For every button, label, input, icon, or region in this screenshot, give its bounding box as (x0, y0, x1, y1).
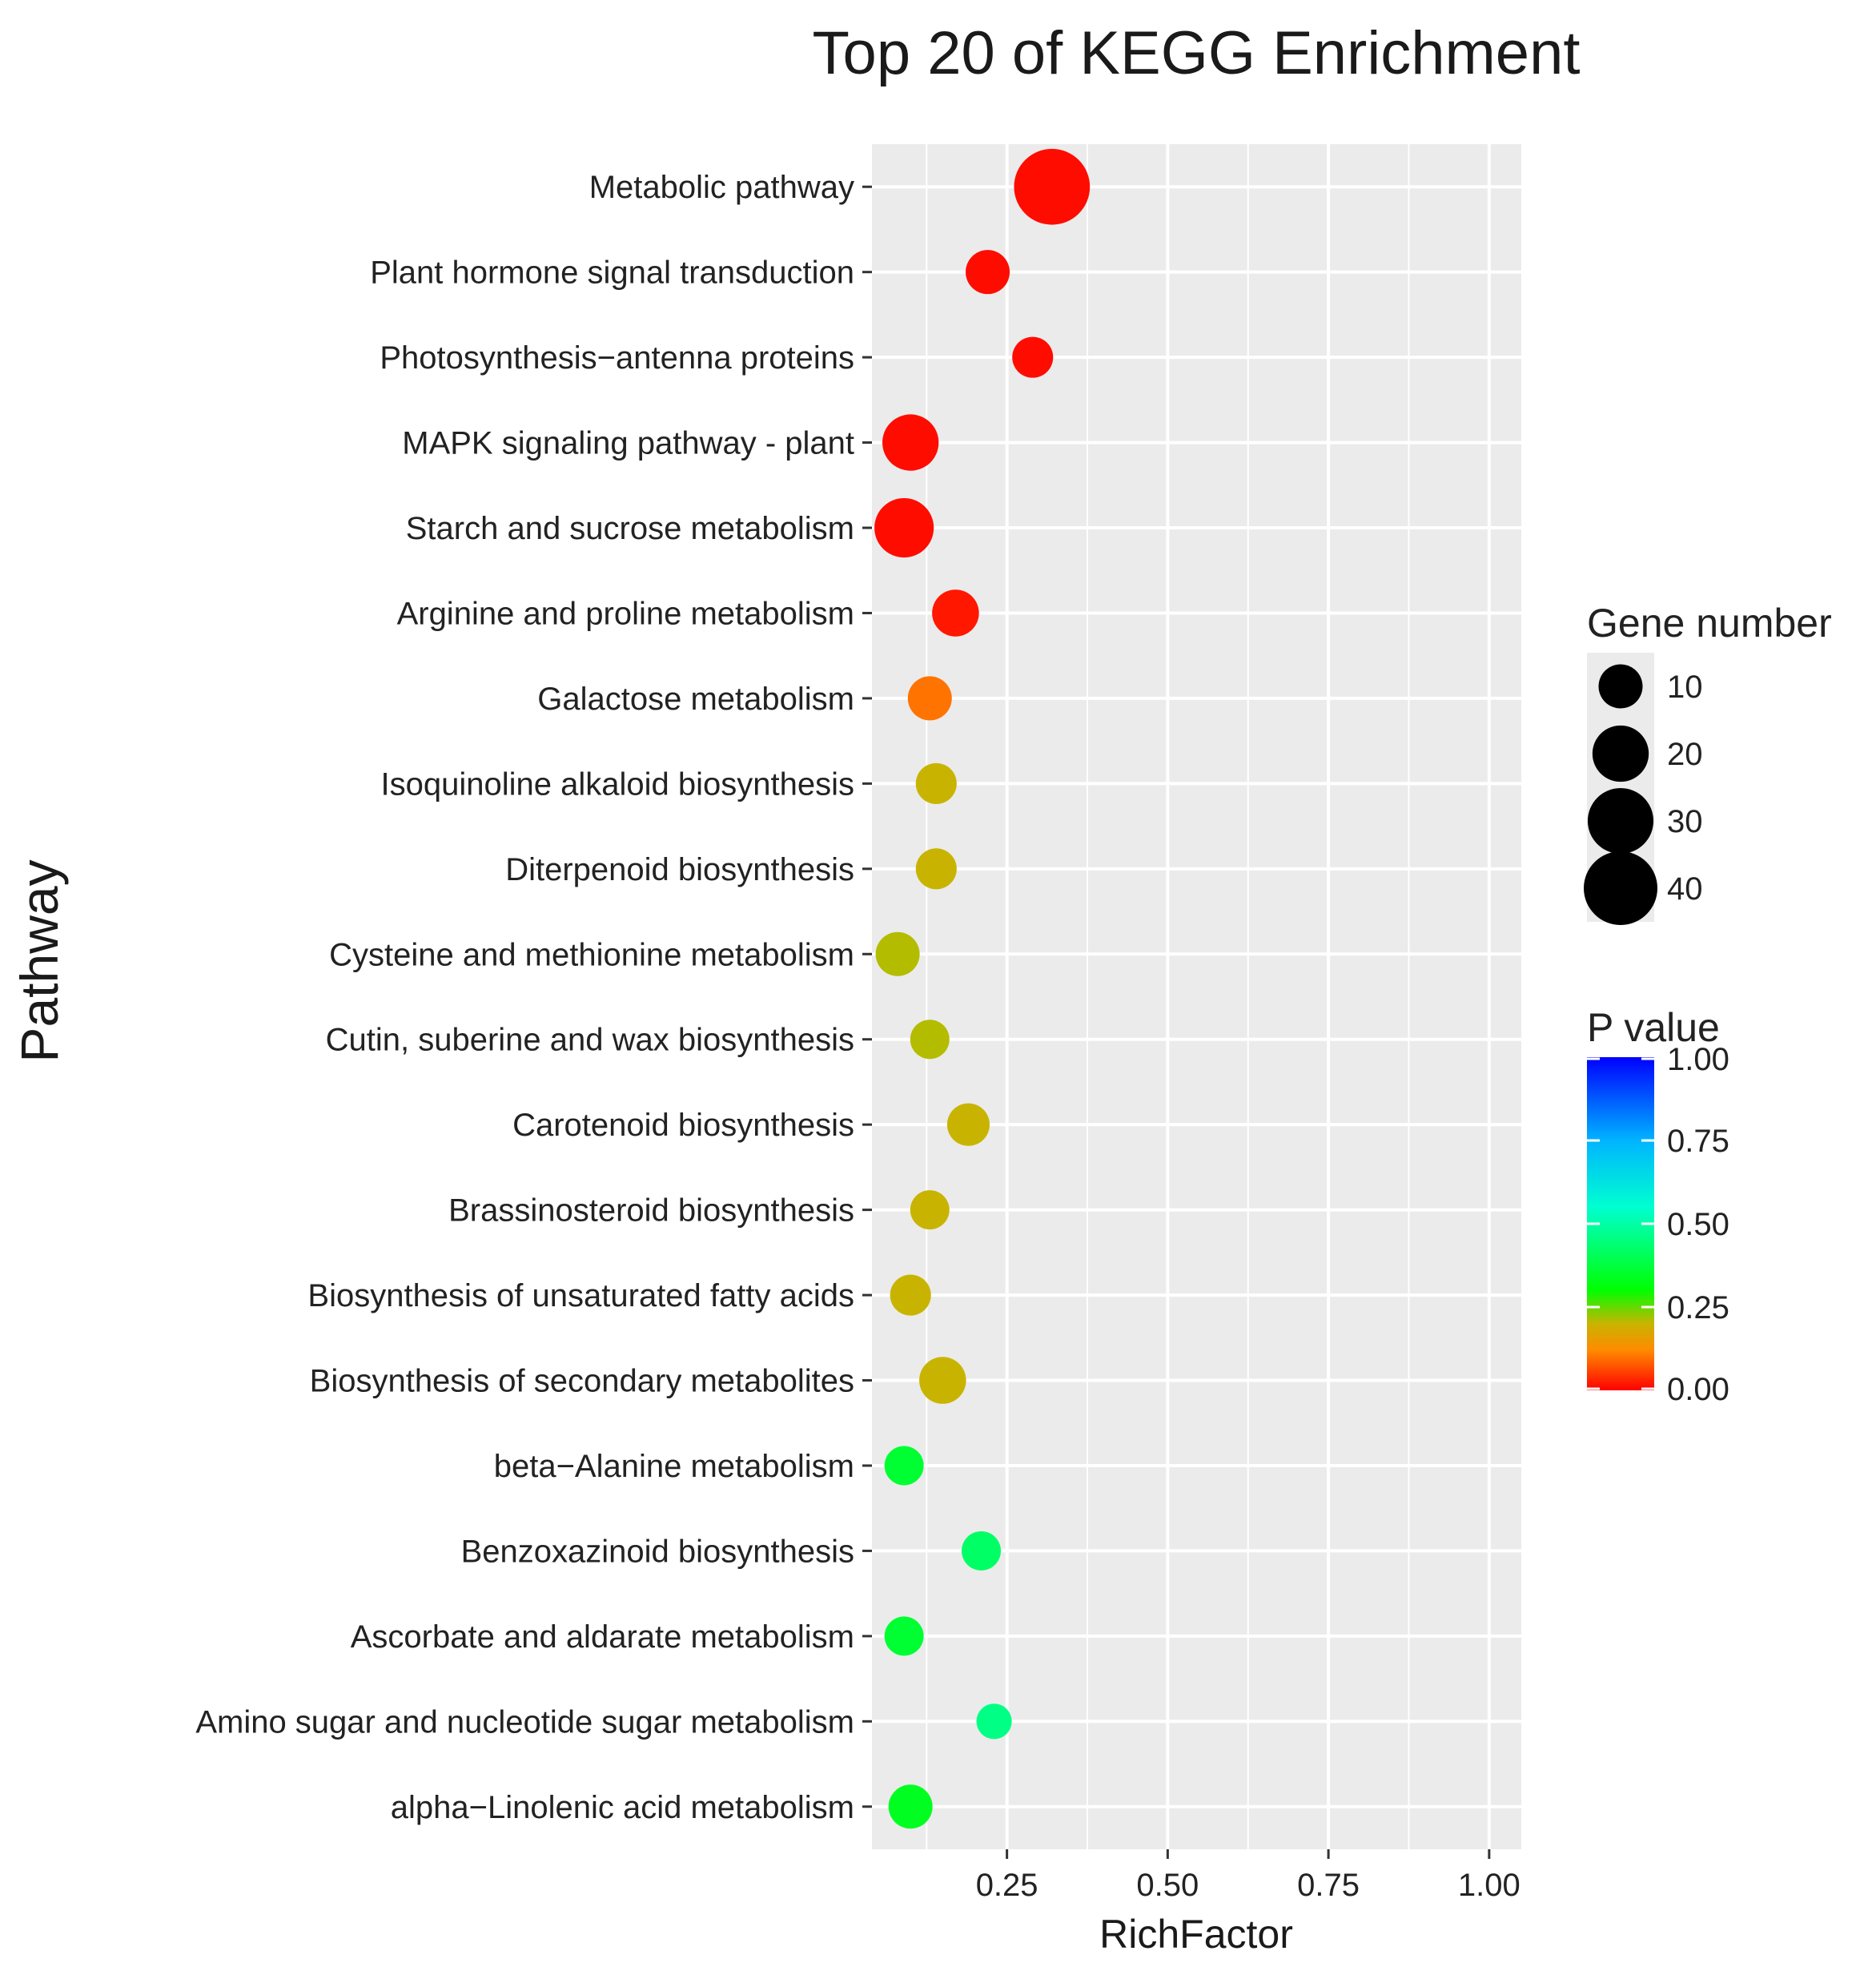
data-point (915, 848, 957, 890)
data-point (910, 1190, 950, 1230)
y-tick-label: Plant hormone signal transduction (370, 255, 854, 291)
size-legend-dot (1598, 664, 1643, 709)
x-axis-ticks: 0.25 0.50 0.75 1.00 (976, 1849, 1520, 1903)
data-point (946, 1103, 990, 1146)
y-tick-label: Brassinosteroid biosynthesis (448, 1193, 854, 1229)
data-point (962, 1531, 1001, 1571)
size-legend-label: 40 (1667, 871, 1703, 907)
y-tick-label: Photosynthesis−antenna proteins (380, 340, 854, 376)
data-point (915, 762, 957, 804)
color-legend: P value 1.00 0.75 0.50 0.25 0.00 (1587, 1005, 1729, 1407)
y-tick-label: Arginine and proline metabolism (397, 596, 854, 631)
y-axis-ticks: Metabolic pathway Plant hormone signal tr… (195, 170, 872, 1825)
color-legend-label: 0.75 (1667, 1124, 1729, 1159)
size-legend-dot (1587, 787, 1654, 855)
y-tick-label: Cutin, suberine and wax biosynthesis (326, 1023, 854, 1058)
x-tick-label: 0.25 (976, 1868, 1038, 1903)
y-tick-label: MAPK signaling pathway - plant (402, 426, 854, 461)
color-legend-label: 0.00 (1667, 1372, 1729, 1407)
data-point (890, 1274, 931, 1316)
y-tick-label: Metabolic pathway (589, 170, 854, 205)
y-tick-label: Diterpenoid biosynthesis (505, 852, 854, 887)
color-legend-label: 1.00 (1667, 1042, 1729, 1077)
chart-title: Top 20 of KEGG Enrichment (813, 19, 1581, 87)
data-point (1014, 148, 1091, 225)
y-tick-label: Galactose metabolism (537, 682, 854, 717)
data-point (966, 250, 1010, 295)
x-tick-label: 1.00 (1458, 1868, 1520, 1903)
y-tick-label: Benzoxazinoid biosynthesis (461, 1534, 854, 1569)
data-point (910, 1020, 950, 1060)
data-point (888, 1784, 933, 1829)
color-legend-label: 0.50 (1667, 1207, 1729, 1242)
plot-panel (872, 144, 1521, 1849)
size-legend-label: 30 (1667, 804, 1703, 839)
x-tick-label: 0.75 (1297, 1868, 1360, 1903)
data-point (907, 676, 952, 721)
color-legend-title: P value (1587, 1005, 1720, 1050)
data-point (875, 931, 920, 976)
data-point (919, 1357, 966, 1404)
data-point (882, 414, 939, 471)
y-tick-label: Carotenoid biosynthesis (512, 1108, 854, 1143)
y-tick-label: alpha−Linolenic acid metabolism (391, 1790, 854, 1825)
x-axis-title: RichFactor (1099, 1912, 1293, 1957)
y-axis-title: Pathway (10, 859, 69, 1062)
y-tick-label: beta−Alanine metabolism (494, 1449, 854, 1484)
y-tick-label: Amino sugar and nucleotide sugar metabol… (195, 1704, 854, 1740)
y-tick-label: Biosynthesis of secondary metabolites (310, 1364, 854, 1399)
size-legend-dot (1592, 725, 1649, 782)
size-legend-label: 10 (1667, 670, 1703, 705)
size-legend: Gene number 10 20 30 40 (1584, 601, 1832, 925)
y-tick-label: Starch and sucrose metabolism (406, 511, 854, 546)
data-points (874, 148, 1091, 1829)
x-tick-label: 0.50 (1136, 1868, 1199, 1903)
data-point (1012, 336, 1054, 378)
y-tick-label: Cysteine and methionine metabolism (329, 937, 854, 972)
y-tick-label: Biosynthesis of unsaturated fatty acids (307, 1278, 854, 1313)
data-point (884, 1616, 924, 1656)
color-legend-label: 0.25 (1667, 1290, 1729, 1325)
y-tick-label: Isoquinoline alkaloid biosynthesis (381, 766, 854, 802)
data-point (884, 1446, 924, 1486)
data-point (874, 497, 934, 558)
data-point (932, 589, 979, 637)
y-tick-label: Ascorbate and aldarate metabolism (351, 1619, 854, 1655)
size-legend-label: 20 (1667, 737, 1703, 772)
size-legend-title: Gene number (1587, 601, 1832, 646)
size-legend-dot (1584, 851, 1657, 925)
data-point (976, 1703, 1012, 1740)
